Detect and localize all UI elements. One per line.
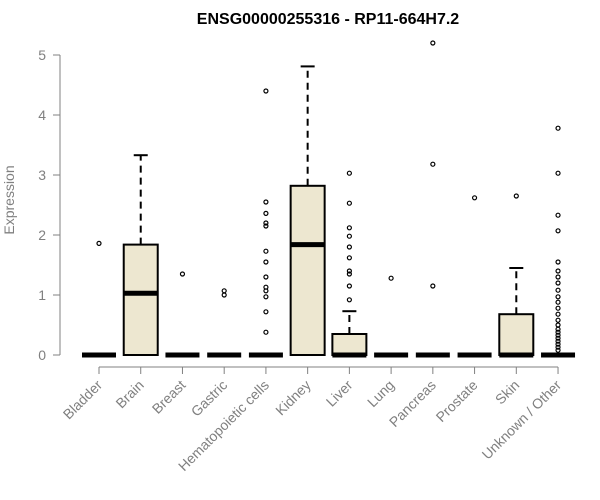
box-iqr: [289, 184, 326, 356]
box-hematopoietic-cells: [248, 88, 283, 358]
outlier-point: [430, 161, 436, 167]
y-axis-label: Expression: [1, 165, 17, 234]
outlier-point: [346, 244, 352, 250]
outlier-point: [346, 225, 352, 231]
outlier-point: [388, 275, 394, 281]
x-tick-label: Bladder: [60, 377, 106, 423]
box-skin: [498, 193, 535, 358]
outlier-point: [263, 284, 269, 290]
box-liver: [331, 170, 368, 358]
outlier-point: [263, 248, 269, 254]
box-gastric: [207, 288, 242, 358]
outlier-point: [555, 341, 561, 347]
outlier-point: [221, 292, 227, 298]
outlier-point: [555, 228, 561, 234]
box-iqr: [331, 333, 368, 356]
outlier-point: [555, 338, 561, 344]
outlier-point: [346, 297, 352, 303]
outlier-point: [263, 223, 269, 229]
outlier-point: [555, 294, 561, 300]
outlier-point: [346, 283, 352, 289]
outlier-point: [263, 329, 269, 335]
y-tick-label: 2: [38, 227, 46, 243]
outlier-point: [513, 193, 519, 199]
x-tick-label: Breast: [149, 377, 189, 417]
box-breast: [165, 271, 200, 358]
box-kidney: [289, 65, 326, 356]
x-tick-label: Unknown / Other: [479, 377, 565, 463]
outlier-point: [555, 311, 561, 317]
outlier-point: [263, 309, 269, 315]
outlier-point: [471, 195, 478, 201]
outlier-point: [263, 294, 269, 300]
outlier-point: [96, 240, 102, 246]
y-tick-label: 3: [38, 167, 46, 183]
outlier-point: [555, 317, 561, 323]
y-tick-label: 0: [38, 347, 46, 363]
box-series: [82, 40, 576, 358]
x-tick-label: Kidney: [272, 377, 314, 419]
box-iqr: [122, 243, 159, 357]
outlier-point: [555, 268, 561, 274]
outlier-point: [555, 335, 561, 341]
x-tick-label: Prostate: [433, 377, 481, 425]
box-brain: [122, 154, 159, 357]
box-pancreas: [415, 40, 450, 358]
outlier-point: [263, 274, 269, 280]
box-iqr: [498, 313, 535, 357]
outlier-point: [179, 271, 186, 277]
outlier-point: [263, 199, 269, 205]
outlier-point: [346, 233, 352, 239]
box-lung: [374, 275, 409, 358]
outlier-point: [555, 287, 561, 293]
outlier-point: [555, 329, 561, 335]
x-tick-label: Lung: [364, 377, 397, 410]
outlier-point: [346, 255, 352, 261]
outlier-point: [555, 125, 561, 131]
outlier-point: [555, 170, 561, 176]
chart-title: ENSG00000255316 - RP11-664H7.2: [197, 11, 460, 28]
outlier-point: [221, 288, 227, 294]
outlier-point: [555, 347, 561, 353]
outlier-point: [430, 40, 436, 46]
outlier-point: [555, 259, 561, 265]
outlier-point: [555, 299, 561, 305]
outlier-point: [555, 305, 561, 311]
y-tick-label: 1: [38, 287, 46, 303]
outlier-point: [346, 271, 352, 277]
outlier-point: [555, 274, 561, 280]
y-tick-label: 5: [38, 47, 46, 63]
outlier-point: [555, 212, 561, 218]
outlier-point: [555, 332, 561, 338]
outlier-point: [430, 283, 436, 289]
y-tick-label: 4: [38, 107, 46, 123]
outlier-point: [263, 210, 269, 216]
box-unknown-other: [541, 125, 576, 358]
x-tick-label: Liver: [323, 377, 356, 410]
outlier-point: [346, 268, 352, 274]
box-bladder: [82, 240, 116, 358]
outlier-point: [263, 88, 269, 94]
outlier-point: [346, 170, 352, 176]
outlier-point: [555, 280, 561, 286]
x-tick-label: Brain: [112, 377, 146, 411]
box-prostate: [457, 195, 492, 358]
x-tick-label: Skin: [492, 377, 523, 408]
y-axis: 0 1 2 3 4 5: [38, 47, 61, 363]
outlier-point: [263, 259, 269, 265]
outlier-point: [346, 200, 352, 206]
outlier-point: [263, 220, 269, 226]
outlier-point: [555, 344, 561, 350]
outlier-point: [555, 322, 561, 328]
